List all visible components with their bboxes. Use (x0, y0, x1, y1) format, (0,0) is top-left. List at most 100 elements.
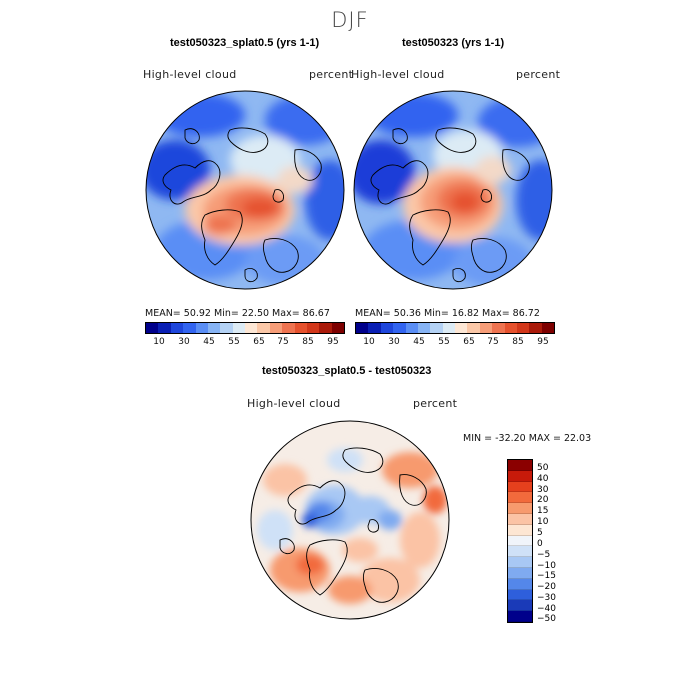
colorbar-tick-label: 55 (228, 337, 240, 347)
colorbar-swatch (442, 323, 455, 333)
panel2-colorbar-ticks: 10 30 45 55 65 75 85 95 (355, 337, 553, 349)
colorbar-swatch (541, 323, 554, 333)
season-title: DJF (331, 8, 369, 32)
colorbar-swatch (508, 492, 532, 504)
colorbar-tick-label: 30 (178, 337, 190, 347)
colorbar-tick-label: −30 (537, 593, 556, 603)
colorbar-swatch (393, 323, 406, 333)
colorbar-swatch (269, 323, 283, 333)
colorbar-swatch (508, 524, 532, 536)
colorbar-tick-label: 0 (537, 539, 543, 549)
panel3-difference-map (250, 420, 450, 620)
colorbar-tick-label: 65 (463, 337, 475, 347)
panel2-colorbar (355, 322, 555, 334)
colorbar-swatch (508, 481, 532, 493)
colorbar-tick-label: 5 (537, 528, 543, 538)
colorbar-tick-label: 30 (537, 485, 549, 495)
colorbar-tick-label: −10 (537, 561, 556, 571)
colorbar-tick-label: 30 (388, 337, 400, 347)
colorbar-swatch (508, 546, 532, 558)
colorbar-swatch (245, 323, 258, 333)
panel1-colorbar (145, 322, 345, 334)
panel2-stats: MEAN= 50.36 Min= 16.82 Max= 86.72 (355, 308, 540, 319)
colorbar-swatch (516, 323, 530, 333)
panel1-colorbar-ticks: 10 30 45 55 65 75 85 95 (145, 337, 343, 349)
colorbar-swatch (380, 323, 394, 333)
colorbar-swatch (417, 323, 431, 333)
colorbar-tick-label: 85 (302, 337, 314, 347)
colorbar-tick-label: 45 (413, 337, 425, 347)
colorbar-swatch (306, 323, 320, 333)
colorbar-tick-label: −20 (537, 582, 556, 592)
colorbar-swatch (508, 460, 532, 471)
colorbar-swatch (508, 535, 532, 547)
colorbar-tick-label: 10 (537, 517, 549, 527)
colorbar-swatch (170, 323, 184, 333)
colorbar-tick-label: −40 (537, 604, 556, 614)
colorbar-tick-label: 75 (277, 337, 289, 347)
colorbar-tick-label: 10 (153, 337, 165, 347)
colorbar-swatch (158, 323, 171, 333)
colorbar-swatch (220, 323, 233, 333)
colorbar-swatch (508, 513, 532, 525)
colorbar-tick-label: 85 (512, 337, 524, 347)
colorbar-swatch (356, 323, 369, 333)
colorbar-tick-label: 75 (487, 337, 499, 347)
colorbar-swatch (508, 567, 532, 579)
colorbar-swatch (508, 503, 532, 514)
colorbar-tick-label: 20 (537, 495, 549, 505)
colorbar-swatch (319, 323, 332, 333)
colorbar-swatch (508, 611, 532, 622)
panel1-units-label: percent (309, 68, 354, 81)
colorbar-tick-label: 50 (537, 463, 549, 473)
colorbar-tick-label: −50 (537, 614, 556, 624)
colorbar-swatch (508, 470, 532, 482)
colorbar-tick-label: 10 (363, 337, 375, 347)
colorbar-swatch (232, 323, 245, 333)
colorbar-tick-label: 65 (253, 337, 265, 347)
panel3-colorbar-ticks: 50 40 30 20 15 10 5 0 −5 −10 −15 −20 −30… (537, 459, 577, 624)
panel2-variable-label: High-level cloud (351, 68, 445, 81)
colorbar-tick-label: 95 (537, 337, 549, 347)
panel3-variable-label: High-level cloud (247, 397, 341, 410)
colorbar-swatch (467, 323, 480, 333)
colorbar-tick-label: −5 (537, 550, 551, 560)
panel3-units-label: percent (413, 397, 458, 410)
colorbar-swatch (508, 600, 532, 612)
panel1-variable-label: High-level cloud (143, 68, 237, 81)
panel3-title: test050323_splat0.5 - test050323 (262, 365, 432, 377)
colorbar-tick-label: 45 (203, 337, 215, 347)
colorbar-swatch (405, 323, 418, 333)
panel2-units-label: percent (516, 68, 561, 81)
colorbar-swatch (294, 323, 307, 333)
colorbar-swatch (146, 323, 159, 333)
colorbar-swatch (479, 323, 493, 333)
colorbar-swatch (508, 557, 532, 568)
colorbar-tick-label: 15 (537, 506, 549, 516)
colorbar-swatch (504, 323, 517, 333)
colorbar-swatch (430, 323, 443, 333)
colorbar-swatch (492, 323, 505, 333)
colorbar-swatch (195, 323, 208, 333)
colorbar-swatch (331, 323, 344, 333)
colorbar-swatch (282, 323, 295, 333)
colorbar-tick-label: 95 (327, 337, 339, 347)
colorbar-swatch (368, 323, 381, 333)
colorbar-swatch (207, 323, 221, 333)
colorbar-swatch (508, 589, 532, 601)
colorbar-tick-label: 40 (537, 474, 549, 484)
colorbar-swatch (508, 578, 532, 590)
panel2-polar-map (353, 90, 553, 290)
panel3-colorbar (507, 459, 533, 623)
panel3-minmax: MIN = -32.20 MAX = 22.03 (463, 433, 592, 444)
panel1-title: test050323_splat0.5 (yrs 1-1) (170, 37, 320, 49)
colorbar-tick-label: 55 (438, 337, 450, 347)
panel1-stats: MEAN= 50.92 Min= 22.50 Max= 86.67 (145, 308, 330, 319)
colorbar-swatch (529, 323, 542, 333)
colorbar-swatch (455, 323, 468, 333)
colorbar-swatch (257, 323, 270, 333)
panel2-title: test050323 (yrs 1-1) (402, 37, 505, 49)
colorbar-tick-label: −15 (537, 571, 556, 581)
panel1-polar-map (145, 90, 345, 290)
colorbar-swatch (183, 323, 196, 333)
